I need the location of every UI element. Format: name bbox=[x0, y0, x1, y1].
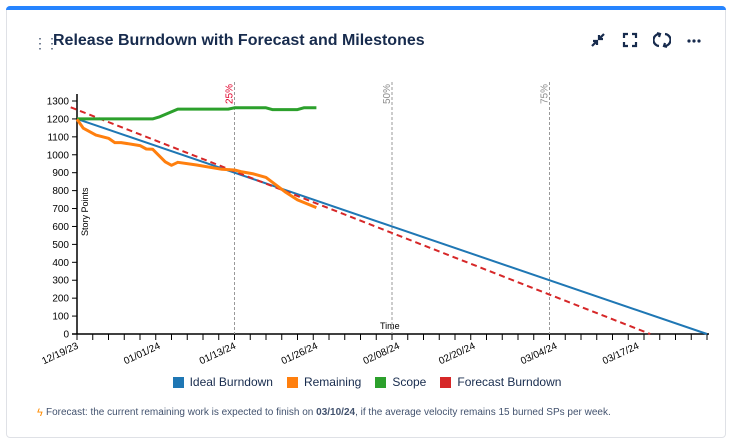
legend-swatch bbox=[172, 376, 184, 388]
burndown-card: ⋮⋮ Release Burndown with Forecast and Mi… bbox=[6, 6, 726, 438]
y-tick-label: 1300 bbox=[47, 97, 70, 108]
x-tick-label: 12/19/23 bbox=[40, 341, 80, 368]
series-line-ideal-burndown bbox=[76, 117, 708, 335]
more-icon[interactable] bbox=[685, 31, 703, 49]
x-tick-label: 02/08/24 bbox=[362, 341, 402, 368]
card-accent-bar bbox=[6, 6, 726, 10]
chart-legend: Ideal Burndown Remaining Scope Forecast … bbox=[0, 375, 734, 389]
x-tick-label: 01/13/24 bbox=[198, 341, 238, 368]
milestone-label: 50% bbox=[382, 84, 393, 104]
x-tick-label: 01/26/24 bbox=[280, 341, 320, 368]
legend-item-scope[interactable]: Scope bbox=[375, 375, 426, 389]
y-tick-label: 200 bbox=[52, 294, 69, 305]
legend-label: Ideal Burndown bbox=[189, 375, 273, 389]
fullscreen-icon[interactable] bbox=[621, 31, 639, 49]
legend-item-ideal[interactable]: Ideal Burndown bbox=[172, 375, 273, 389]
legend-label: Scope bbox=[392, 375, 427, 389]
y-tick-label: 600 bbox=[52, 222, 69, 233]
forecast-note: ϟ Forecast: the current remaining work i… bbox=[37, 407, 611, 419]
drag-handle-icon[interactable]: ⋮⋮ bbox=[33, 35, 59, 51]
y-tick-label: 1000 bbox=[47, 150, 70, 161]
y-tick-label: 500 bbox=[52, 240, 69, 251]
legend-swatch bbox=[440, 376, 452, 388]
y-tick-label: 900 bbox=[52, 168, 69, 179]
forecast-date: 03/10/24 bbox=[316, 407, 356, 418]
forecast-prefix: Forecast: the current remaining work is … bbox=[46, 407, 317, 418]
y-tick-label: 700 bbox=[52, 204, 69, 215]
series-line-forecast-burndown bbox=[70, 106, 651, 335]
y-tick-label: 1200 bbox=[47, 114, 70, 125]
y-tick-label: 0 bbox=[63, 330, 69, 341]
y-tick-label: 300 bbox=[52, 276, 69, 287]
y-axis-label: Story Points bbox=[80, 187, 90, 236]
y-tick-label: 400 bbox=[52, 258, 69, 269]
x-tick-label: 02/20/24 bbox=[437, 341, 477, 368]
refresh-icon[interactable] bbox=[653, 31, 671, 49]
y-tick-label: 1100 bbox=[47, 132, 69, 143]
legend-label: Remaining bbox=[303, 375, 362, 389]
series-line-remaining bbox=[75, 118, 317, 209]
y-tick-label: 100 bbox=[52, 312, 69, 323]
x-tick-label: 03/17/24 bbox=[601, 341, 641, 368]
legend-label: Forecast Burndown bbox=[457, 375, 562, 389]
milestone-label: 25% bbox=[225, 84, 236, 104]
y-tick-label: 800 bbox=[52, 186, 69, 197]
lightning-icon: ϟ bbox=[37, 407, 43, 419]
milestone-label: 75% bbox=[540, 84, 551, 104]
forecast-suffix: , if the average velocity remains 15 bur… bbox=[355, 407, 611, 418]
legend-swatch bbox=[286, 376, 298, 388]
x-axis-label: Time bbox=[380, 321, 400, 331]
collapse-icon[interactable] bbox=[589, 31, 607, 49]
series-line-scope bbox=[77, 106, 317, 121]
x-tick-label: 03/04/24 bbox=[519, 341, 559, 368]
card-title: Release Burndown with Forecast and Miles… bbox=[53, 32, 425, 49]
legend-item-forecast[interactable]: Forecast Burndown bbox=[440, 375, 561, 389]
legend-swatch bbox=[375, 376, 387, 388]
x-tick-label: 01/01/24 bbox=[122, 341, 162, 368]
legend-item-remaining[interactable]: Remaining bbox=[286, 375, 362, 389]
